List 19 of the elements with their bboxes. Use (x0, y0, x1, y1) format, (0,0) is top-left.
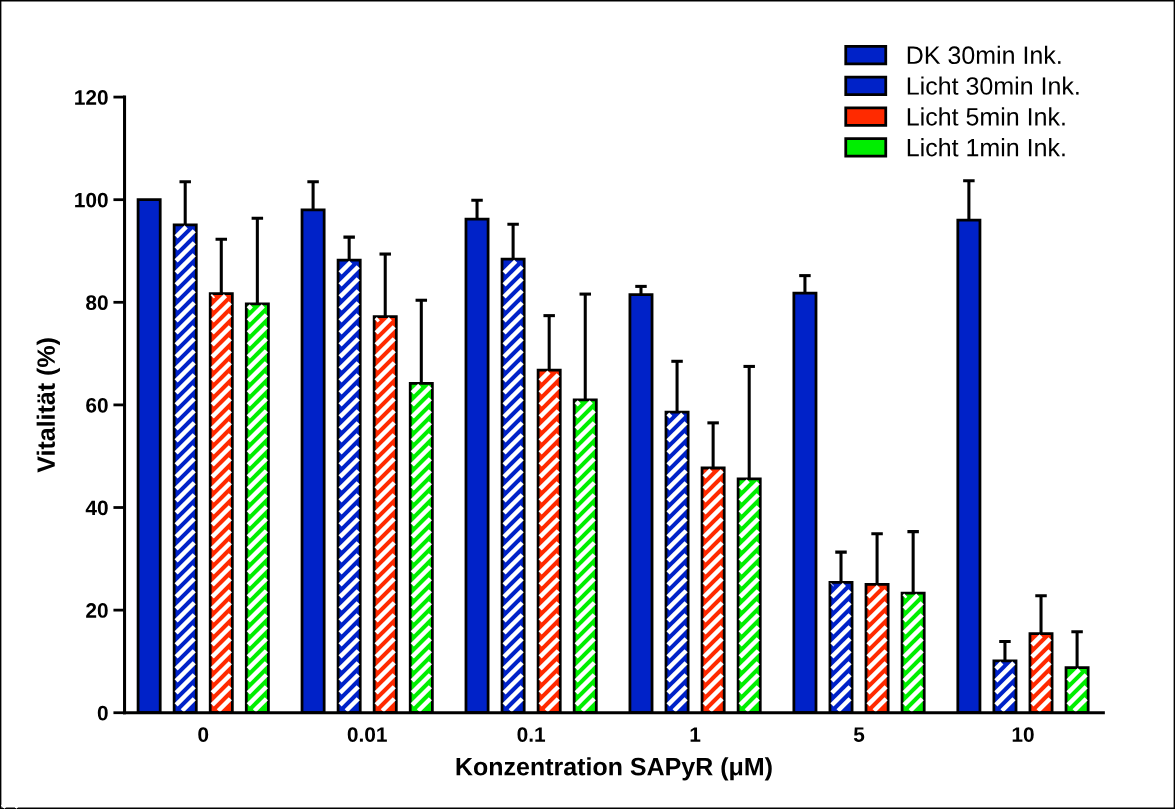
legend-label: Licht 5min Ink. (907, 107, 1065, 126)
y-tick-label: 100 (75, 192, 108, 208)
x-tick-label: 5 (853, 727, 865, 742)
x-tick-label: 1 (690, 727, 701, 742)
y-tick-label: 0 (97, 705, 108, 721)
y-tick-label: 120 (75, 90, 108, 105)
y-axis-title: Vitalität (%) (36, 338, 60, 473)
y-tick-label: 20 (86, 603, 108, 618)
x-tick-label: 0.01 (347, 727, 387, 742)
x-tick-label: 10 (1012, 727, 1034, 742)
x-tick-label: 0 (198, 727, 209, 742)
y-tick-label: 60 (86, 397, 108, 413)
y-tick-label: 40 (85, 500, 108, 516)
x-tick-label: 0.1 (517, 727, 546, 742)
x-axis-title: Konzentration SAPyR (μM) (456, 757, 772, 781)
legend-label: Licht 1min Ink. (907, 138, 1065, 157)
legend-label: Licht 30min Ink. (907, 76, 1079, 95)
y-tick-label: 80 (86, 295, 108, 311)
legend-label: DK 30min Ink. (907, 45, 1061, 65)
